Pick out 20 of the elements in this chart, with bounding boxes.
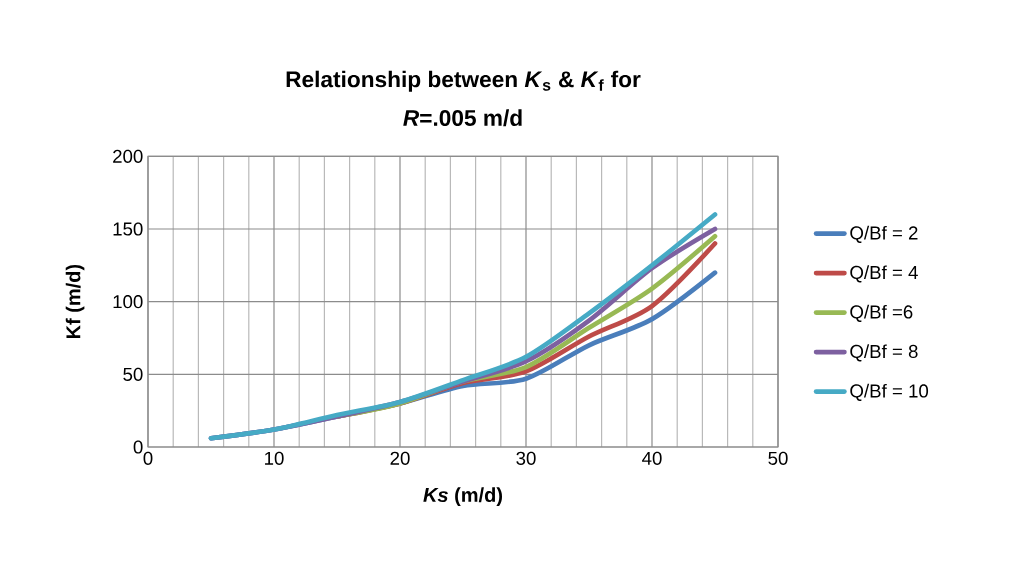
legend-label: Q/Bf =6 [850,304,913,322]
y-tick-label: 50 [123,367,143,381]
legend-label: Q/Bf = 4 [850,265,918,283]
x-tick-label: 20 [390,451,410,465]
y-axis-title: Kf (m/d) [65,264,85,339]
y-tick-label: 200 [113,149,143,163]
x-tick-label: 40 [642,451,662,465]
x-axis-title: Ks (m/d) [423,487,503,506]
y-tick-label: 0 [133,440,143,454]
legend-label: Q/Bf = 10 [850,383,929,401]
chart-subtitle: R=.005 m/d [403,109,522,127]
y-tick-label: 150 [113,222,143,236]
x-tick-label: 10 [265,451,284,465]
x-tick-label: 30 [516,451,536,465]
chart-title: Relationship between K$_{s}$ & K$_{f}$ for [286,70,641,92]
x-tick-label: 50 [768,451,788,465]
legend-label: Q/Bf = 2 [850,225,918,243]
legend-label: Q/Bf = 8 [850,344,918,362]
x-tick-label: 0 [143,451,153,465]
y-tick-label: 100 [113,295,143,309]
